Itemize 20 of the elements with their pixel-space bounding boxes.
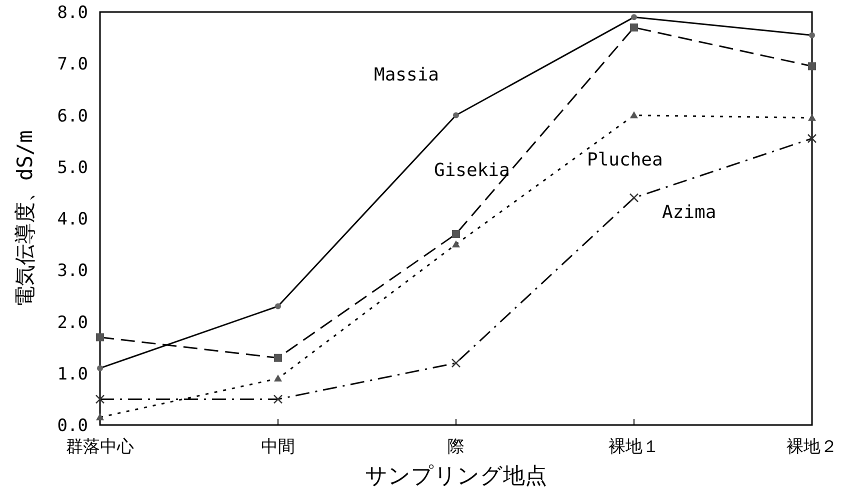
series-label: Azima [662, 202, 716, 223]
series-label: Pluchea [587, 149, 663, 170]
x-tick-label: 際 [448, 437, 464, 457]
y-tick-label: 5.0 [57, 158, 88, 178]
x-tick-label: 裸地１ [608, 437, 660, 457]
x-tick-label: 群落中心 [66, 437, 134, 457]
x-axis-title: サンプリング地点 [365, 464, 547, 489]
series-label: Massia [374, 64, 440, 86]
y-axis-title: 電気伝導度、dS/m [13, 130, 37, 307]
y-tick-label: 6.0 [57, 106, 88, 126]
x-tick-label: 裸地２ [786, 437, 838, 457]
y-tick-label: 0.0 [57, 416, 88, 436]
y-tick-label: 1.0 [57, 364, 88, 384]
series-label: Gisekia [434, 160, 510, 181]
y-tick-label: 4.0 [57, 210, 88, 230]
y-tick-label: 2.0 [57, 312, 88, 333]
y-tick-label: 7.0 [57, 54, 88, 75]
y-tick-label: 3.0 [57, 261, 88, 282]
y-tick-label: 8.0 [57, 3, 88, 23]
x-tick-label: 中間 [261, 437, 295, 457]
